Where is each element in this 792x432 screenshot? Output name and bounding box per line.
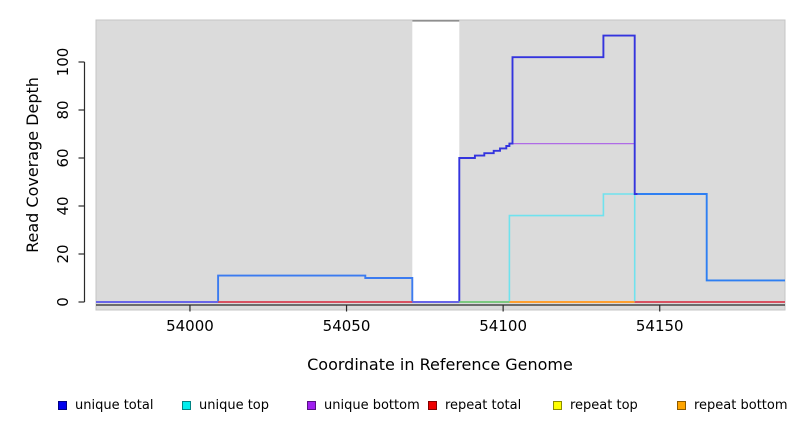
legend-item-repeat-bottom: repeat bottom bbox=[677, 396, 788, 414]
legend-label: repeat bottom bbox=[694, 397, 788, 413]
y-tick-label: 60 bbox=[54, 148, 72, 167]
legend-label: repeat top bbox=[570, 397, 638, 413]
y-tick-label: 40 bbox=[54, 196, 72, 215]
unique-total-swatch-icon bbox=[58, 400, 67, 410]
x-tick-label: 54050 bbox=[323, 317, 371, 335]
legend-label: repeat total bbox=[445, 397, 522, 413]
legend-item-unique-top: unique top bbox=[182, 396, 269, 414]
unique-bottom-swatch-icon bbox=[307, 400, 316, 410]
repeat-total-swatch-icon bbox=[428, 400, 437, 410]
repeat-bottom-swatch-icon bbox=[677, 400, 686, 410]
series-lines bbox=[96, 34, 785, 303]
legend-item-unique-total: unique total bbox=[58, 396, 153, 414]
legend-item-unique-bottom: unique bottom bbox=[307, 396, 420, 414]
y-tick-label: 80 bbox=[54, 100, 72, 119]
y-tick-label: 20 bbox=[54, 244, 72, 263]
unique-top-swatch-icon bbox=[182, 400, 191, 410]
legend-label: unique bottom bbox=[324, 397, 420, 413]
gap-band bbox=[412, 20, 460, 303]
series-line-unique-top bbox=[96, 193, 785, 303]
y-axis-ticks: 0 20 40 60 80 100 bbox=[54, 48, 85, 307]
x-tick-label: 54000 bbox=[166, 317, 214, 335]
legend-label: unique total bbox=[75, 397, 154, 413]
coverage-gap-region bbox=[412, 19, 460, 303]
y-tick-label: 0 bbox=[54, 297, 72, 307]
legend-label: unique top bbox=[199, 397, 270, 413]
x-tick-label: 54100 bbox=[479, 317, 527, 335]
series-line-unique-total bbox=[458, 34, 638, 302]
x-tick-label: 54150 bbox=[636, 317, 684, 335]
x-axis-ticks: 54000 54050 54100 54150 bbox=[166, 305, 684, 335]
series-line-unique-total bbox=[637, 193, 785, 282]
legend-item-repeat-top: repeat top bbox=[553, 396, 638, 414]
x-axis-title: Coordinate in Reference Genome bbox=[307, 355, 573, 374]
legend-item-repeat-total: repeat total bbox=[428, 396, 521, 414]
series-line-unique-total bbox=[96, 274, 460, 303]
legend: unique total unique top unique bottom re… bbox=[0, 396, 792, 420]
y-tick-label: 100 bbox=[54, 48, 72, 77]
repeat-top-swatch-icon bbox=[553, 400, 562, 410]
y-axis-title: Read Coverage Depth bbox=[23, 77, 42, 253]
